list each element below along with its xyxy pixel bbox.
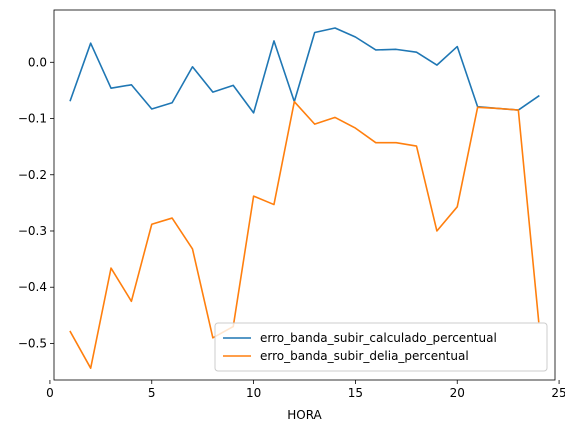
y-tick-label: −0.5	[18, 336, 47, 350]
legend-label-2: erro_banda_subir_delia_percentual	[260, 349, 469, 363]
series-line-1	[69, 27, 540, 114]
legend-box	[214, 322, 548, 372]
y-tick-label: −0.1	[18, 112, 47, 126]
plot-frame	[53, 9, 556, 381]
series-layer	[69, 27, 540, 369]
x-axis: 0 5 10 15 20 25	[46, 380, 565, 400]
y-tick-label: −0.3	[18, 224, 47, 238]
y-axis: 0.0 −0.1 −0.2 −0.3 −0.4 −0.5	[18, 55, 54, 350]
x-tick-label: 25	[551, 386, 565, 400]
series-line-2	[69, 100, 540, 369]
x-tick-label: 15	[348, 386, 363, 400]
y-tick-label: −0.4	[18, 280, 47, 294]
legend: erro_banda_subir_calculado_percentualerr…	[214, 322, 548, 372]
legend-label-1: erro_banda_subir_calculado_percentual	[260, 331, 497, 345]
y-tick-label: 0.0	[28, 55, 47, 69]
x-tick-label: 5	[148, 386, 156, 400]
x-axis-title: HORA	[287, 408, 322, 422]
x-tick-label: 10	[246, 386, 261, 400]
x-tick-label: 20	[450, 386, 465, 400]
x-tick-label: 0	[46, 386, 54, 400]
y-tick-label: −0.2	[18, 168, 47, 182]
